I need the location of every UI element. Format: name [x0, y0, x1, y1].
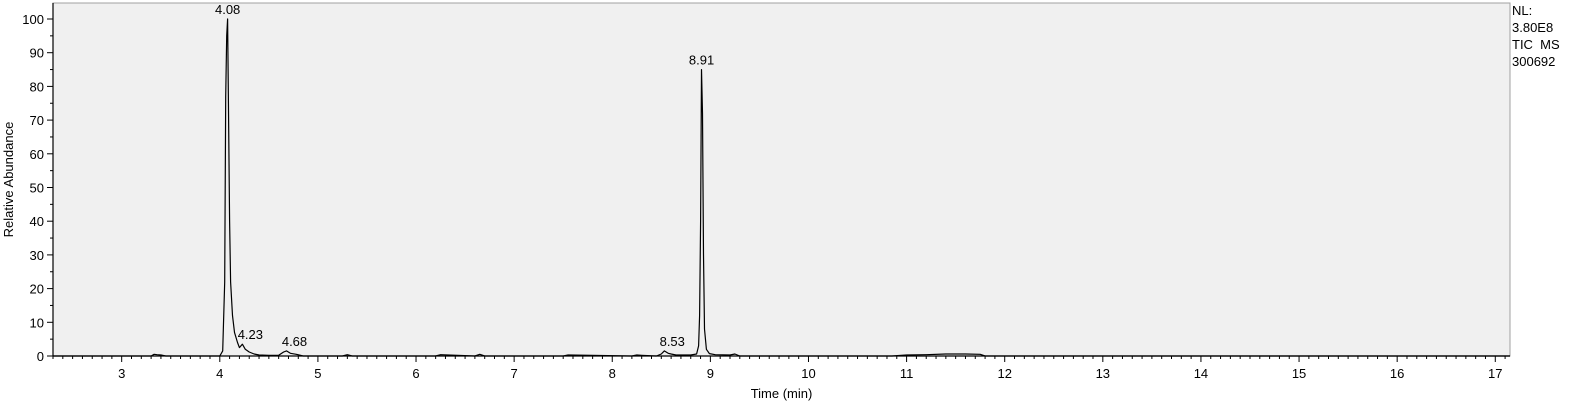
- y-tick-label: 10: [30, 315, 44, 330]
- peak-label-layer: 4.08 4.23 4.68 8.53 8.91: [215, 2, 714, 349]
- x-tick-label: 17: [1488, 366, 1502, 381]
- x-tick-label: 6: [412, 366, 419, 381]
- y-tick-label: 40: [30, 214, 44, 229]
- x-tick-label: 13: [1096, 366, 1110, 381]
- nl-value: 3.80E8: [1512, 20, 1554, 35]
- y-tick-label: 60: [30, 147, 44, 162]
- axis-layer: 3 4 5 6 7 8 9 10 11 12 13 14 15 16 17 0 10 20 30 40 50 60 70 80…: [22, 3, 1510, 381]
- x-tick-label: 7: [511, 366, 518, 381]
- x-tick-label: 11: [900, 366, 914, 381]
- x-tick-label: 8: [609, 366, 616, 381]
- peak-label: 4.23: [238, 327, 263, 342]
- x-tick-label: 5: [314, 366, 321, 381]
- y-tick-label: 70: [30, 113, 44, 128]
- peak-label: 4.08: [215, 2, 240, 17]
- x-tick-label: 3: [118, 366, 125, 381]
- x-tick-label: 15: [1292, 366, 1306, 381]
- x-tick-label: 10: [801, 366, 815, 381]
- scan-type: TIC MS: [1512, 37, 1560, 52]
- x-tick-label: 16: [1390, 366, 1404, 381]
- peak-label: 8.53: [660, 334, 685, 349]
- sample-id: 300692: [1512, 54, 1556, 69]
- y-tick-label: 90: [30, 46, 44, 61]
- y-tick-label: 30: [30, 248, 44, 263]
- peak-label: 4.68: [282, 334, 307, 349]
- x-tick-label: 12: [997, 366, 1011, 381]
- y-tick-label: 80: [30, 79, 44, 94]
- x-tick-label: 14: [1194, 366, 1208, 381]
- peak-label: 8.91: [689, 53, 714, 68]
- y-tick-label: 50: [30, 181, 44, 196]
- y-tick-label: 0: [37, 349, 44, 364]
- y-tick-label: 100: [22, 12, 44, 27]
- y-tick-label: 20: [30, 282, 44, 297]
- x-tick-label: 4: [216, 366, 223, 381]
- x-tick-label: 9: [707, 366, 714, 381]
- plot-area: [52, 2, 1511, 357]
- y-axis-title: Relative Abundance: [1, 122, 16, 238]
- x-axis-title: Time (min): [751, 386, 813, 401]
- nl-label: NL:: [1512, 3, 1533, 18]
